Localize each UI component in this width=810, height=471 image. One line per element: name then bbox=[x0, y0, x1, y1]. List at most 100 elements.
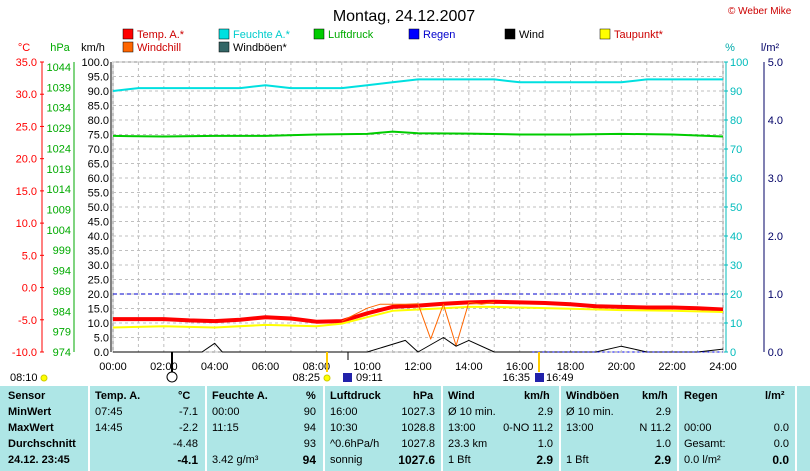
temp-tick-label: -5.0 bbox=[18, 315, 37, 327]
pressure-tick-label: 1034 bbox=[47, 103, 71, 115]
table-cell: 1027.8 bbox=[401, 438, 435, 450]
header-rain-unit: l/m² bbox=[765, 390, 785, 402]
table-cell: 1027.3 bbox=[401, 406, 435, 418]
x-tick-label: 20:00 bbox=[608, 361, 636, 373]
rain-tick-label: 1.0 bbox=[768, 289, 783, 301]
table-cell: 93 bbox=[303, 438, 316, 450]
table-row: 24.12. 23:45 -4.1 3.42 g/m³ 94 sonnig 1027.6 1… bbox=[0, 453, 810, 468]
rain-unit-label: l/m² bbox=[761, 42, 780, 54]
table-cell: 2.9 bbox=[654, 453, 671, 467]
pressure-tick-label: 999 bbox=[53, 245, 71, 257]
table-cell: ^0.6hPa/h bbox=[330, 438, 380, 450]
chart-series bbox=[112, 78, 724, 353]
wind-tick-label: 20.0 bbox=[88, 289, 109, 301]
legend-swatch bbox=[122, 28, 134, 40]
header-pressure: Luftdruck bbox=[330, 390, 381, 402]
table-cell: 1027.6 bbox=[398, 453, 435, 467]
header-wind: Wind bbox=[448, 390, 475, 402]
wind-tick-label: 35.0 bbox=[88, 246, 109, 258]
header-wind-unit: km/h bbox=[524, 390, 550, 402]
temp-tick-label: 35.0 bbox=[16, 57, 37, 69]
pressure-tick-label: 1014 bbox=[47, 184, 71, 196]
legend-label: Taupunkt* bbox=[614, 29, 664, 41]
table-cell: 1.0 bbox=[537, 438, 553, 450]
temp-tick-label: 10.0 bbox=[16, 218, 37, 230]
chart-title: Montag, 24.12.2007 bbox=[333, 8, 475, 25]
legend-swatch bbox=[599, 28, 611, 40]
humidity-tick-label: 90 bbox=[730, 86, 742, 98]
header-humidity: Feuchte A. bbox=[212, 390, 268, 402]
wind-tick-label: 95.0 bbox=[88, 72, 109, 84]
legend-label: Windchill bbox=[137, 42, 181, 54]
x-tick-label: 16:00 bbox=[506, 361, 534, 373]
header-pressure-unit: hPa bbox=[413, 390, 434, 402]
x-tick-label: 24:00 bbox=[709, 361, 737, 373]
row-label: MaxWert bbox=[8, 422, 54, 434]
pressure-tick-label: 989 bbox=[53, 286, 71, 298]
humidity-tick-label: 0 bbox=[730, 347, 736, 359]
legend-label: Feuchte A.* bbox=[233, 29, 291, 41]
table-cell: 90 bbox=[303, 406, 316, 418]
temp-tick-label: 20.0 bbox=[16, 154, 37, 166]
table-cell: -4.48 bbox=[172, 438, 198, 450]
time-label-sunrise: 08:10 bbox=[10, 372, 38, 384]
col-sensor-bg bbox=[0, 386, 88, 471]
col-humidity-bg bbox=[207, 386, 323, 471]
wind-tick-label: 25.0 bbox=[88, 275, 109, 287]
legend-label: Regen bbox=[423, 29, 455, 41]
x-tick-label: 12:00 bbox=[404, 361, 432, 373]
row-label: MinWert bbox=[8, 406, 52, 418]
table-cell: 14:45 bbox=[95, 422, 123, 434]
wind-tick-label: 15.0 bbox=[88, 304, 109, 316]
series-line-wind bbox=[113, 337, 724, 353]
wind-tick-label: 50.0 bbox=[88, 202, 109, 214]
table-row: Durchschnitt -4.48 93 ^0.6hPa/h 1027.8 23.3 k… bbox=[0, 437, 810, 452]
wind-tick-label: 55.0 bbox=[88, 188, 109, 200]
legend-swatch bbox=[408, 28, 420, 40]
header-temp: Temp. A. bbox=[95, 390, 141, 402]
col-rain-bg bbox=[679, 386, 795, 471]
temp-tick-label: 0.0 bbox=[22, 283, 37, 295]
rain-tick-label: 4.0 bbox=[768, 115, 783, 127]
time-label-sunset_b: 16:49 bbox=[546, 372, 574, 384]
series-line-temp-a bbox=[113, 299, 724, 324]
table-cell: 1 Bft bbox=[448, 454, 471, 466]
wind-tick-label: 80.0 bbox=[88, 115, 109, 127]
table-cell: 94 bbox=[302, 453, 316, 467]
temp-tick-label: 25.0 bbox=[16, 121, 37, 133]
humidity-tick-label: 80 bbox=[730, 115, 742, 127]
pressure-tick-label: 979 bbox=[53, 327, 71, 339]
table-cell: 0.0 bbox=[772, 453, 789, 467]
wind-tick-label: 0.0 bbox=[94, 347, 109, 359]
chart-legend: Temp. A.* Feuchte A.* Luftdruck Regen Wind Ta… bbox=[122, 28, 664, 54]
table-cell: 10:30 bbox=[330, 422, 358, 434]
pressure-tick-label: 1029 bbox=[47, 123, 71, 135]
table-cell: 16:00 bbox=[330, 406, 358, 418]
col-temp-bg bbox=[90, 386, 205, 471]
statistics-table: Sensor Temp. A. °C Feuchte A. % Luftdruc… bbox=[0, 386, 810, 471]
legend-swatch bbox=[504, 28, 516, 40]
pressure-tick-label: 1044 bbox=[47, 62, 71, 74]
wind-tick-label: 45.0 bbox=[88, 217, 109, 229]
table-cell: 23.3 km bbox=[448, 438, 488, 450]
time-label-dusk_a: 09:11 bbox=[356, 372, 383, 384]
col-gust-bg bbox=[561, 386, 677, 471]
table-cell: 0-NO 11.2 bbox=[503, 422, 553, 434]
header-temp-unit: °C bbox=[178, 390, 191, 402]
humidity-tick-label: 20 bbox=[730, 289, 742, 301]
table-cell: 1 Bft bbox=[566, 454, 589, 466]
header-gust-unit: km/h bbox=[642, 390, 668, 402]
table-cell: 1.0 bbox=[655, 438, 671, 450]
pressure-unit-label: hPa bbox=[50, 42, 70, 54]
table-row: MinWert 07:45 -7.1 00:00 90 16:00 1027.3 Ø 10 m… bbox=[0, 405, 810, 420]
series-line-taupunkt bbox=[112, 305, 724, 329]
time-label-sunset_a: 16:35 bbox=[502, 372, 530, 384]
moon-icon bbox=[343, 373, 352, 382]
table-cell: 0.0 bbox=[773, 422, 789, 434]
table-cell: -7.1 bbox=[179, 406, 198, 418]
wind-tick-label: 65.0 bbox=[88, 159, 109, 171]
sun-icon bbox=[323, 374, 331, 382]
table-header-row: Sensor Temp. A. °C Feuchte A. % Luftdruc… bbox=[0, 389, 810, 404]
x-tick-label: 00:00 bbox=[99, 361, 127, 373]
humidity-tick-label: 50 bbox=[730, 202, 742, 214]
